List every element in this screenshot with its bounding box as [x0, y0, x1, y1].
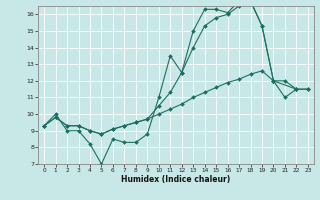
- X-axis label: Humidex (Indice chaleur): Humidex (Indice chaleur): [121, 175, 231, 184]
